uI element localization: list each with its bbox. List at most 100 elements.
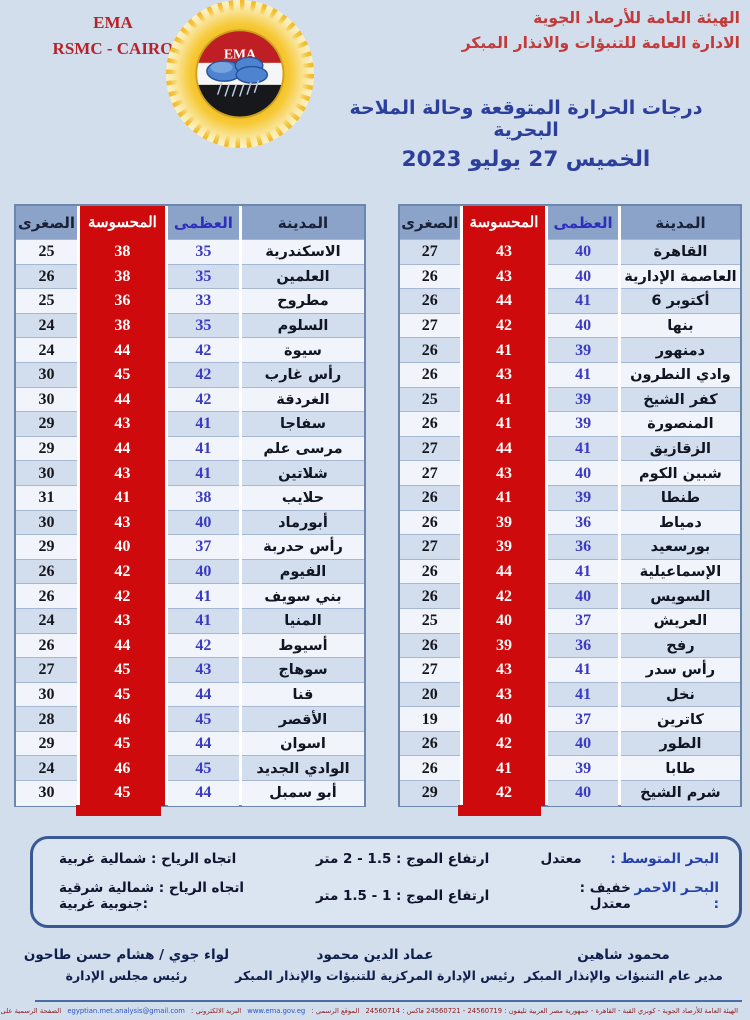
table-row: أبو سمبل 44 45 30 [16,780,364,806]
max-temp-cell: 36 [548,534,618,560]
feels-temp-cell: 44 [80,337,165,363]
city-name-cell: اسوان [241,730,364,757]
table-row: طنطا 39 41 26 [399,484,740,511]
min-temp-cell: 26 [399,509,460,536]
city-name-cell: الوادي الجديد [241,755,364,782]
city-name-cell: السلوم [241,312,364,339]
max-temp-cell: 44 [167,780,239,806]
min-temp-cell: 24 [16,755,78,782]
min-temp-cell: 30 [16,386,78,413]
max-temp-cell: 40 [548,239,618,265]
footer-divider [35,1000,742,1002]
feels-temp-cell: 43 [80,460,165,486]
max-temp-cell: 40 [167,509,239,536]
feels-temp-cell: 44 [462,435,546,462]
feels-temp-cell: 44 [80,632,165,659]
max-temp-cell: 40 [167,558,239,585]
min-temp-cell: 26 [399,484,460,511]
min-temp-cell: 26 [16,583,78,609]
city-name-cell: الاسكندرية [241,239,364,265]
feels-temp-cell: 46 [80,706,165,732]
feels-temp-cell: 43 [80,411,165,437]
signatory-title: مدير عام التنبؤات والإنذار المبكر [524,968,723,984]
wind-direction: اتجاه الرياح : شمالية شرقية :جنوبية غربي… [59,880,245,912]
max-temp-cell: 39 [548,337,618,363]
rsmc-cairo-label: RSMC - CAIRO [52,38,174,58]
city-name-cell: الطور [620,730,740,757]
city-name-cell: المنيا [241,607,364,634]
max-temp-cell: 40 [548,730,618,757]
min-temp-cell: 25 [16,239,78,265]
table-row: العلمين 35 38 26 [16,263,364,290]
min-temp-cell: 29 [16,730,78,757]
city-name-cell: السويس [620,583,740,609]
city-name-cell: سفاجا [241,411,364,437]
feels-temp-cell: 41 [462,755,546,782]
min-temp-cell: 19 [399,706,460,732]
city-name-cell: الإسماعيلية [620,558,740,585]
sea-state: البحـر الاحمر : خفيف : معتدل [513,880,719,912]
max-temp-cell: 35 [167,239,239,265]
min-temp-cell: 25 [399,386,460,413]
max-temp-cell: 39 [548,386,618,413]
feels-temp-cell: 45 [80,730,165,757]
max-temp-cell: 35 [167,263,239,290]
max-temp-cell: 42 [167,632,239,659]
email-link[interactable]: egyptian.met.analysis@gmail.com [67,1007,185,1015]
ema-acronym: EMA [93,13,133,32]
feels-temp-cell: 43 [462,460,546,486]
table-row: الاسكندرية 35 38 25 [16,239,364,265]
min-temp-cell: 24 [16,337,78,363]
website-link[interactable]: www.ema.gov.eg [247,1007,306,1015]
max-temp-cell: 41 [548,435,618,462]
red-column-overhang [75,804,161,816]
table-row: الوادي الجديد 45 46 24 [16,755,364,782]
table-row: طابا 39 41 26 [399,755,740,782]
max-temp-cell: 37 [548,607,618,634]
email-label: البريد الالكتروني : [191,1007,242,1015]
city-name-cell: العريش [620,607,740,634]
city-name-cell: دمنهور [620,337,740,363]
city-name-cell: الغردقة [241,386,364,413]
max-temp-cell: 41 [167,583,239,609]
table-row: بورسعيد 36 39 27 [399,534,740,560]
max-temp-cell: 38 [167,484,239,511]
min-temp-cell: 26 [399,558,460,585]
city-name-cell: رأس سدر [620,657,740,683]
signatory-title: رئيس مجلس الإدارة [65,968,188,984]
wave-height: ارتفاع الموج : 1.5 - 2 متر [316,851,490,867]
max-temp-cell: 44 [167,730,239,757]
feels-temp-cell: 41 [462,411,546,437]
table-row: قنا 44 45 30 [16,681,364,708]
sea-state-value: خفيف : معتدل [579,880,631,912]
feels-temp-cell: 46 [80,755,165,782]
table-row: سوهاج 43 45 27 [16,657,364,683]
city-name-cell: رفح [620,632,740,659]
table-row: اسوان 44 45 29 [16,730,364,757]
sea-state-value: معتدل [540,851,582,867]
city-name-cell: شلاتين [241,460,364,486]
table-row: رأس سدر 41 43 27 [399,657,740,683]
feels-temp-cell: 43 [462,681,546,708]
table-row: العاصمة الإدارية 40 43 26 [399,263,740,290]
contact-footer: الهيئة العامة للأرصاد الجوية - كوبري الق… [0,1007,740,1015]
city-name-cell: الأقصر [241,706,364,732]
min-temp-cell: 26 [399,730,460,757]
table-row: الغردقة 42 44 30 [16,386,364,413]
table-row: المنصورة 39 41 26 [399,411,740,437]
city-name-cell: القاهرة [620,239,740,265]
max-temp-cell: 36 [548,632,618,659]
city-name-cell: الزقازيق [620,435,740,462]
city-name-cell: بنها [620,312,740,339]
table-body: القاهرة 40 43 27 العاصمة الإدارية 40 43 … [399,239,740,806]
table-row: رأس غارب 42 45 30 [16,361,364,388]
feels-temp-cell: 41 [462,337,546,363]
min-temp-cell: 27 [399,534,460,560]
max-column-header: العظمى [167,206,239,239]
city-name-cell: طنطا [620,484,740,511]
min-temp-cell: 26 [16,632,78,659]
max-temp-cell: 33 [167,288,239,314]
mediterranean-sea-row: البحر المتوسط : معتدل ارتفاع الموج : 1.5… [53,851,719,867]
feels-temp-cell: 43 [462,263,546,290]
